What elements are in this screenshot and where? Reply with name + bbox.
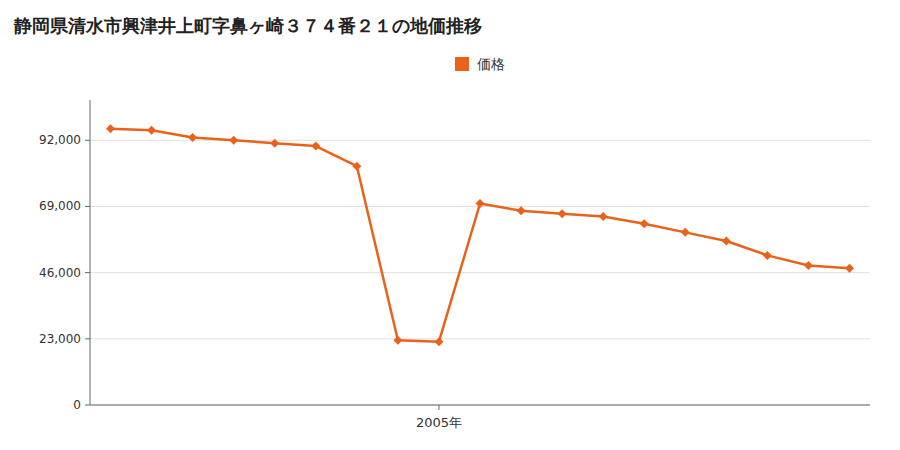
legend-label: 価格 (477, 56, 505, 72)
line (111, 129, 850, 342)
y-tick-label: 0 (73, 398, 81, 412)
marker (352, 162, 361, 171)
data-layer (106, 124, 854, 346)
y-tick-label: 23,000 (39, 332, 81, 346)
marker (311, 142, 320, 151)
chart: 静岡県清水市興津井上町字鼻ヶ崎３７４番２１の地価推移価格 0 23,000 46,00… (0, 0, 900, 450)
y-grid: 0 23,000 46,000 69,000 92,000 (39, 133, 870, 412)
marker (763, 251, 772, 260)
x-tick (438, 405, 439, 410)
grid-line (90, 140, 870, 141)
x-tick-label: 2005年 (416, 415, 462, 430)
marker (106, 124, 115, 133)
y-tick (85, 140, 90, 141)
background (0, 0, 900, 450)
marker (229, 136, 238, 145)
marker (681, 228, 690, 237)
grid-line (90, 272, 870, 273)
x-axis-line (90, 405, 870, 406)
legend-swatch (455, 57, 469, 71)
y-tick-label: 92,000 (39, 133, 81, 147)
y-axis-line (90, 100, 91, 405)
y-tick (85, 272, 90, 273)
marker (270, 139, 279, 148)
grid-line (90, 405, 870, 406)
marker (434, 337, 443, 346)
marker (640, 219, 649, 228)
marker (599, 212, 608, 221)
marker (188, 133, 197, 142)
marker (517, 206, 526, 215)
marker (393, 336, 402, 345)
marker (558, 209, 567, 218)
marker (804, 261, 813, 270)
grid-line (90, 338, 870, 339)
y-tick-label: 46,000 (39, 266, 81, 280)
y-tick (85, 206, 90, 207)
y-tick-label: 69,000 (39, 199, 81, 213)
y-tick (85, 338, 90, 339)
y-tick (85, 405, 90, 406)
marker (147, 126, 156, 135)
marker (845, 264, 854, 273)
title: 静岡県清水市興津井上町字鼻ヶ崎３７４番２１の地価推移 (13, 15, 482, 36)
marker (722, 236, 731, 245)
marker (476, 199, 485, 208)
legend: 価格 (455, 56, 505, 72)
